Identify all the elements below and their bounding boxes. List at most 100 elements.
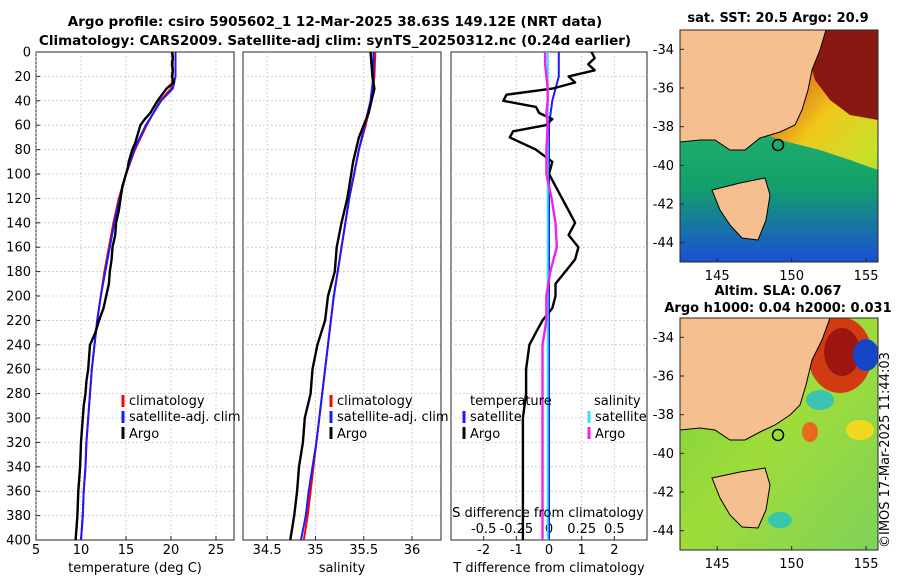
difference-series-temperature-satellite: [548, 52, 560, 540]
temperature-series-satellite-adj-clim: [80, 52, 177, 541]
figure-title-line2: Climatology: CARS2009. Satellite-adj cli…: [39, 33, 631, 49]
salinity-xlabel: salinity: [319, 561, 366, 576]
difference-xtick-label: 2: [610, 543, 618, 558]
difference-top-xtick-label: -0.5: [471, 522, 496, 537]
sla-cold-eddy: [853, 339, 878, 371]
temperature-legend-argo: Argo: [129, 427, 159, 442]
difference-top-xtick-label: 0.25: [567, 522, 596, 537]
temperature-ytick-label: 120: [6, 192, 31, 207]
sla-warm-blob: [802, 422, 818, 442]
temperature-ytick-label: 360: [6, 485, 31, 500]
salinity-legend-sat: satellite-adj. clim: [337, 410, 449, 425]
salinity-xtick-label: 36: [404, 543, 421, 558]
temperature-xtick-label: 15: [118, 543, 135, 558]
sla-map-title-line1: Altim. SLA: 0.067: [715, 284, 842, 299]
temperature-legend-sat: satellite-adj. clim: [129, 410, 241, 425]
temperature-ytick-label: 320: [6, 436, 31, 451]
sla-x-ticks: 145 150 155: [705, 546, 879, 572]
difference-legend-sal-title: salinity: [594, 394, 641, 409]
sla-ytick-label: -34: [653, 331, 674, 346]
temperature-ytick-label: 380: [6, 509, 31, 524]
temperature-ytick-label: 40: [14, 94, 31, 109]
temperature-ytick-label: 80: [14, 143, 31, 158]
sst-ytick-label: -34: [653, 43, 674, 58]
temperature-xtick-label: 20: [163, 543, 180, 558]
temperature-ytick-label: 220: [6, 314, 31, 329]
sst-ytick-label: -38: [653, 120, 674, 135]
temperature-series: [74, 51, 177, 541]
difference-legend-sal-argo: Argo: [595, 427, 625, 442]
sst-float-marker: [771, 138, 785, 152]
salinity-legend-clim: climatology: [337, 394, 413, 409]
sst-map-frame: [679, 29, 879, 263]
sla-cold-blob: [768, 512, 792, 528]
temperature-ytick-label: 260: [6, 363, 31, 378]
sst-xtick-label: 145: [705, 269, 730, 284]
sla-float-marker: [771, 428, 785, 442]
sla-ytick-label: -36: [653, 370, 674, 385]
difference-top-xtick-label: -0.25: [500, 522, 534, 537]
sst-xtick-label: 155: [854, 269, 879, 284]
salinity-panel: 34.5 35 35.5 36 salinity climatology satell…: [242, 51, 449, 576]
sst-map-field: [680, 30, 878, 262]
temperature-xtick-label: 25: [208, 543, 225, 558]
sst-map-panel: sat. SST: 20.5 Argo: 20.9 145 150 155 -34 -…: [653, 11, 879, 284]
difference-series-temperature-argo: [502, 51, 596, 540]
sla-xtick-label: 145: [705, 557, 730, 572]
sla-yellow-blob: [846, 420, 874, 440]
sla-xtick-label: 150: [779, 557, 804, 572]
salinity-legend-argo: Argo: [337, 427, 367, 442]
sla-land-mainland: [680, 318, 831, 441]
temperature-legend-clim: climatology: [129, 394, 205, 409]
temperature-panel: 0 20 40 60 80 100 120 140 160 180 200 220 240 260 280 3…: [6, 46, 240, 577]
sla-ytick-label: -40: [653, 447, 674, 462]
sst-ytick-label: -40: [653, 159, 674, 174]
difference-top-xlabel: S difference from climatology: [452, 506, 644, 521]
difference-legend-temp-argo: Argo: [470, 427, 500, 442]
temperature-ytick-label: 100: [6, 168, 31, 183]
sla-xtick-label: 155: [854, 557, 879, 572]
temperature-ytick-label: 200: [6, 290, 31, 305]
sst-x-ticks: 145 150 155: [705, 258, 879, 284]
sst-y-ticks: -34 -36 -38 -40 -42 -44: [653, 43, 684, 251]
sla-ytick-label: -42: [653, 486, 674, 501]
salinity-series-satellite-adj-clim: [300, 52, 375, 541]
sst-land-tasmania: [711, 177, 771, 241]
salinity-legend: climatology satellite-adj. clim Argo: [329, 394, 449, 442]
sla-map-title-line2: Argo h1000: 0.04 h2000: 0.031: [664, 301, 891, 316]
difference-xtick-label: 0: [545, 543, 553, 558]
salinity-series: [289, 51, 377, 541]
temperature-ytick-label: 340: [6, 460, 31, 475]
difference-panel: -2 -1 0 1 2 -0.5 -0.25 0 0.25 0.5 T difference f…: [450, 51, 648, 576]
difference-xtick-label: -2: [477, 543, 490, 558]
temperature-ytick-label: 300: [6, 412, 31, 427]
temperature-y-ticks: 0 20 40 60 80 100 120 140 160 180 200 220 240 260 280 3…: [6, 46, 40, 549]
salinity-x-ticks: 34.5 35 35.5 36: [253, 536, 421, 558]
sst-map-title: sat. SST: 20.5 Argo: 20.9: [687, 11, 868, 26]
temperature-ytick-label: 240: [6, 338, 31, 353]
difference-series-salinity-argo: [541, 52, 558, 540]
difference-legend-sal-sat: satellite: [595, 410, 647, 425]
difference-xtick-label: -1: [510, 543, 523, 558]
temperature-xlabel: temperature (deg C): [68, 561, 202, 576]
difference-xtick-label: 1: [578, 543, 586, 558]
difference-x-ticks: -2 -1 0 1 2: [477, 536, 618, 558]
sst-land-mainland: [680, 30, 827, 151]
sla-ytick-label: -44: [653, 524, 674, 539]
difference-legend: temperature satellite Argo salinity sate…: [462, 394, 647, 442]
figure-title-line1: Argo profile: csiro 5905602_1 12-Mar-202…: [68, 14, 602, 30]
sst-ytick-label: -36: [653, 82, 674, 97]
temperature-ytick-label: 140: [6, 216, 31, 231]
difference-xlabel: T difference from climatology: [452, 561, 645, 576]
sst-ytick-label: -44: [653, 236, 674, 251]
temperature-ytick-label: 180: [6, 265, 31, 280]
temperature-ytick-label: 160: [6, 241, 31, 256]
sst-xtick-label: 150: [779, 269, 804, 284]
sla-warm-eddy-core: [824, 328, 860, 376]
sst-warm-current: [808, 30, 878, 120]
difference-legend-temp-sat: satellite: [470, 410, 522, 425]
temperature-series-argo: [74, 51, 175, 541]
difference-grid: [451, 52, 647, 540]
sla-map-field: [680, 318, 878, 550]
